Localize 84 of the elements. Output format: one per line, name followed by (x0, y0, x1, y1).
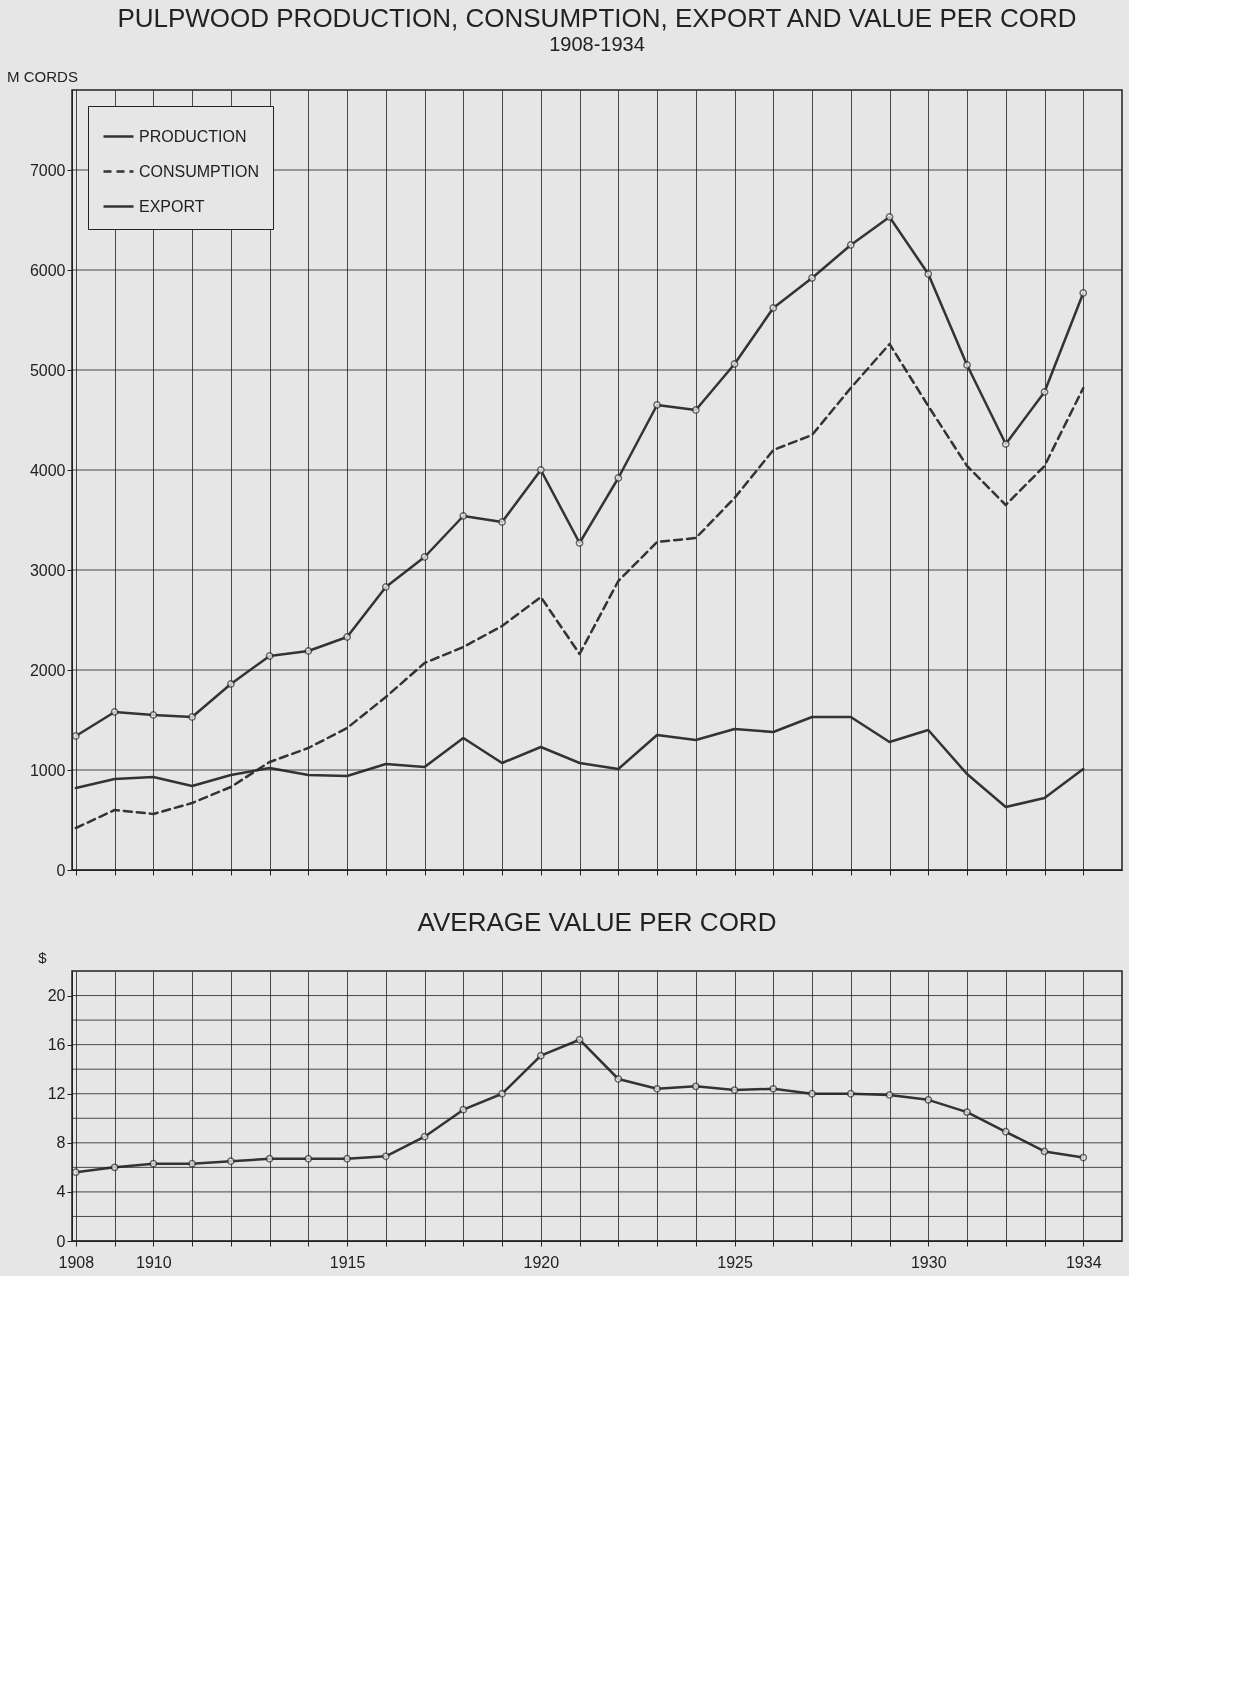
y-tick-label: 8 (56, 1134, 66, 1152)
point (110, 1163, 119, 1172)
y-tick-label: 0 (56, 1232, 66, 1250)
point (226, 680, 235, 688)
point (304, 647, 313, 655)
chart-title: AVERAGE VALUE PER CORD (417, 907, 777, 937)
point (614, 1075, 623, 1083)
x-tick-label: 1908 (58, 1253, 95, 1271)
point (614, 474, 623, 482)
point (575, 1035, 584, 1044)
y-tick-label: 16 (47, 1036, 66, 1054)
point (653, 1084, 661, 1093)
point (420, 553, 429, 561)
point (265, 1154, 274, 1163)
y-tick-label: 1000 (29, 761, 66, 779)
legend-label: PRODUCTION (139, 127, 247, 145)
point (691, 406, 700, 414)
point (924, 1095, 933, 1104)
point (1040, 1147, 1049, 1156)
point (653, 401, 661, 409)
y-tick-label: 12 (47, 1085, 66, 1103)
point (343, 633, 351, 641)
x-tick-label: 1910 (136, 1253, 172, 1271)
y-tick-label: 3000 (29, 561, 66, 579)
point (963, 361, 971, 369)
point (459, 512, 468, 520)
point (304, 1154, 313, 1163)
point (808, 274, 816, 282)
point (808, 1089, 816, 1098)
y-tick-label: 2000 (29, 661, 66, 679)
point (71, 1168, 80, 1177)
line-series (74, 342, 1085, 830)
point (1040, 388, 1049, 396)
point (536, 1051, 545, 1060)
point (498, 1089, 506, 1098)
point (1079, 289, 1088, 297)
y-tick-label: 7000 (29, 161, 66, 179)
point (769, 1084, 778, 1093)
point (730, 360, 739, 368)
point (188, 713, 197, 721)
point (536, 466, 545, 474)
point (846, 241, 855, 249)
point (149, 711, 158, 719)
point (885, 1091, 894, 1099)
point (769, 304, 778, 312)
point (420, 1132, 429, 1141)
y-axis-title: M CORDS (7, 67, 78, 85)
x-tick-label: 1915 (329, 1253, 366, 1271)
legend-label: CONSUMPTION (139, 162, 259, 180)
point (343, 1154, 351, 1163)
point (924, 270, 933, 278)
y-tick-label: 4000 (29, 461, 66, 479)
point (963, 1108, 971, 1117)
point (498, 518, 506, 526)
point (1001, 1127, 1010, 1136)
point (459, 1105, 468, 1114)
point (188, 1159, 197, 1168)
y-tick-label: 20 (47, 987, 66, 1005)
point (885, 213, 894, 221)
y-tick-label: 4 (56, 1183, 66, 1201)
point (226, 1157, 235, 1166)
y-tick-label: 0 (56, 861, 66, 879)
point (691, 1082, 700, 1091)
point (575, 539, 584, 547)
y-tick-label: 6000 (29, 261, 66, 279)
point (381, 583, 390, 591)
y-tick-label: 5000 (29, 361, 66, 379)
x-tick-label: 1920 (523, 1253, 560, 1271)
x-tick-label: 1934 (1065, 1253, 1102, 1271)
x-tick-label: 1925 (717, 1253, 753, 1271)
point (149, 1159, 158, 1168)
point (265, 652, 274, 660)
point (110, 708, 119, 716)
point (381, 1152, 390, 1161)
point (846, 1089, 855, 1098)
y-axis-title: $ (38, 948, 48, 966)
chart-subtitle: 1908-1934 (549, 33, 645, 55)
x-tick-label: 1930 (910, 1253, 947, 1271)
point (1079, 1153, 1088, 1162)
point (730, 1086, 739, 1094)
legend-label: EXPORT (139, 197, 205, 215)
point (71, 732, 80, 740)
chart-title: PULPWOOD PRODUCTION, CONSUMPTION, EXPORT AND VALUE PER CORD (117, 3, 1077, 33)
point (1001, 440, 1010, 448)
